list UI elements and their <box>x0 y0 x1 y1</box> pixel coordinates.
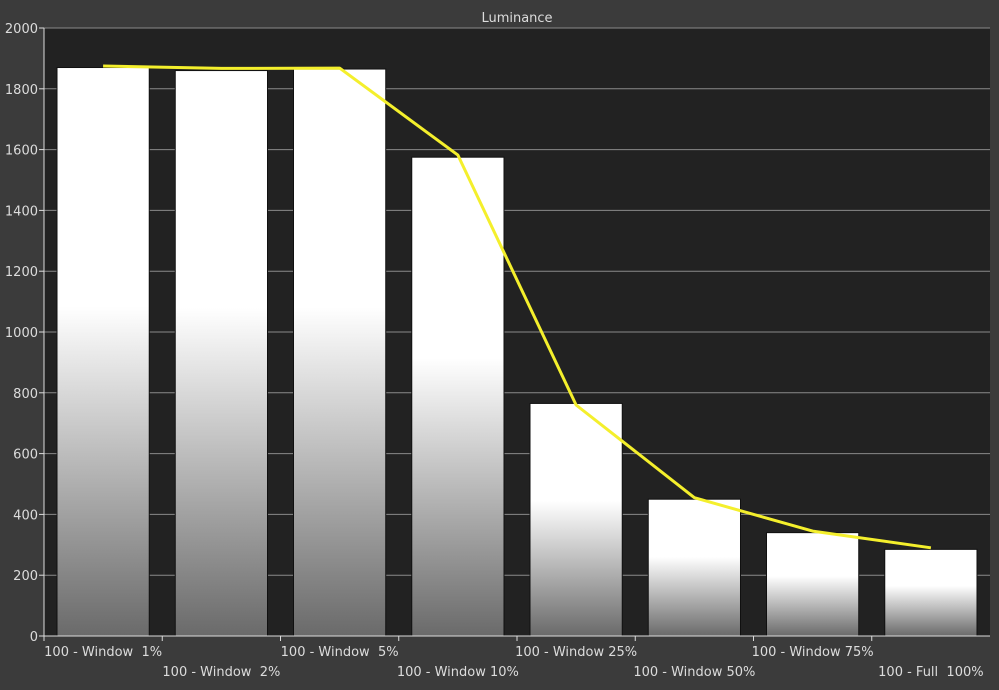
bar <box>529 402 623 637</box>
bar <box>411 156 505 637</box>
y-tick-label: 2000 <box>5 22 38 37</box>
y-tick-label: 200 <box>13 569 38 584</box>
x-tick-label: 100 - Window 10% <box>397 665 519 680</box>
x-axis: 100 - Window 1%100 - Window 2%100 - Wind… <box>43 635 990 680</box>
x-tick-label: 100 - Window 1% <box>44 645 162 660</box>
bar <box>293 68 387 637</box>
x-tick-label: 100 - Window 25% <box>515 645 637 660</box>
luminance-line <box>103 64 932 550</box>
y-tick-label: 1800 <box>5 83 38 98</box>
chart-title: Luminance <box>481 11 552 26</box>
y-tick-label: 800 <box>13 387 38 402</box>
y-tick-label: 1400 <box>5 204 38 219</box>
bar <box>884 548 978 637</box>
y-tick-label: 400 <box>13 508 38 523</box>
x-tick-label: 100 - Full 100% <box>878 665 983 680</box>
bar <box>647 498 741 637</box>
bar <box>174 70 268 637</box>
y-axis: 0 200 400 600 800 1000 1200 1400 1600 1800 2000 <box>5 22 45 645</box>
x-tick-label: 100 - Window 50% <box>633 665 755 680</box>
bar <box>56 67 150 637</box>
y-tick-label: 0 <box>30 630 38 645</box>
y-tick-label: 600 <box>13 448 38 463</box>
x-tick-label: 100 - Window 5% <box>281 645 399 660</box>
x-tick-label: 100 - Window 75% <box>752 645 874 660</box>
bar <box>766 532 860 637</box>
y-tick-label: 1200 <box>5 265 38 280</box>
y-tick-label: 1000 <box>5 326 38 341</box>
y-tick-label: 1600 <box>5 144 38 159</box>
x-tick-label: 100 - Window 2% <box>162 665 280 680</box>
bars <box>56 67 978 637</box>
